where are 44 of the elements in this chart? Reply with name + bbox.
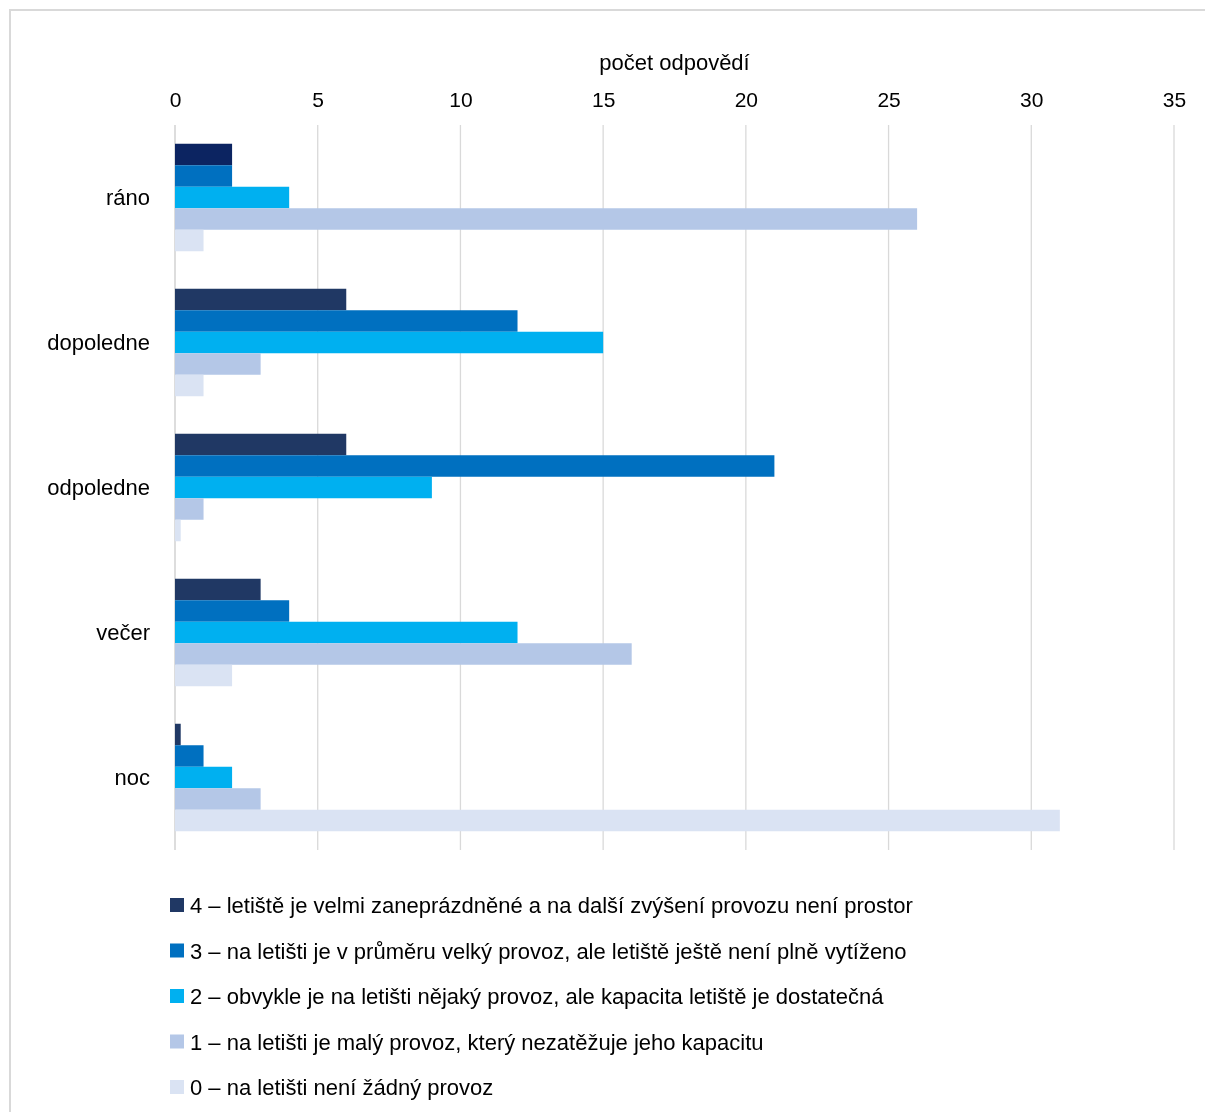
bar (175, 723, 181, 746)
legend-label: 4 – letiště je velmi zaneprázdněné a na další zvýšení provozu není prostor (190, 893, 913, 918)
bar (175, 476, 432, 499)
bar (175, 455, 775, 477)
y-tick-label: odpoledne (47, 474, 150, 500)
x-tick-label: 35 (1162, 88, 1187, 111)
bar (175, 621, 518, 644)
bar (175, 519, 181, 542)
bar (175, 374, 204, 397)
bar (175, 353, 261, 375)
y-tick-label: dopoledne (47, 329, 150, 355)
bar (175, 643, 632, 665)
x-tick-label: 20 (734, 88, 759, 111)
bar (175, 809, 1060, 832)
x-tick-label: 25 (877, 88, 901, 111)
bar (175, 288, 347, 311)
bar (175, 664, 233, 687)
legend-label: 2 – obvykle je na letišti nějaký provoz, ale kapacita letiště je dostatečná (190, 984, 885, 1009)
x-tick-label: 0 (169, 88, 182, 111)
bar (175, 498, 204, 520)
legend-label: 1 – na letišti je malý provoz, který nezatěžuje jeho kapacitu (190, 1029, 764, 1055)
bar (175, 186, 290, 209)
bar (175, 208, 918, 230)
bar (175, 745, 204, 767)
bar (175, 600, 290, 622)
x-axis-title: počet odpovědí (599, 50, 750, 75)
bar (175, 165, 233, 187)
x-tick-label: 10 (449, 88, 473, 111)
bar (175, 788, 261, 810)
y-tick-label: večer (96, 619, 150, 645)
legend-label: 0 – na letišti není žádný provoz (190, 1075, 494, 1100)
bar (175, 143, 233, 166)
bar (175, 578, 261, 601)
y-tick-label: noc (114, 764, 150, 790)
x-tick-label: 5 (312, 88, 325, 111)
x-tick-label: 30 (1020, 88, 1044, 111)
bar (175, 229, 204, 252)
legend-label: 3 – na letišti je v průměru velký provoz, ale letiště ještě není plně vytíženo (190, 938, 907, 964)
bar (175, 766, 233, 789)
x-tick-label: 15 (591, 88, 616, 111)
bar (175, 433, 347, 456)
bar (175, 310, 518, 332)
y-tick-label: ráno (105, 184, 150, 210)
bar (175, 331, 604, 354)
